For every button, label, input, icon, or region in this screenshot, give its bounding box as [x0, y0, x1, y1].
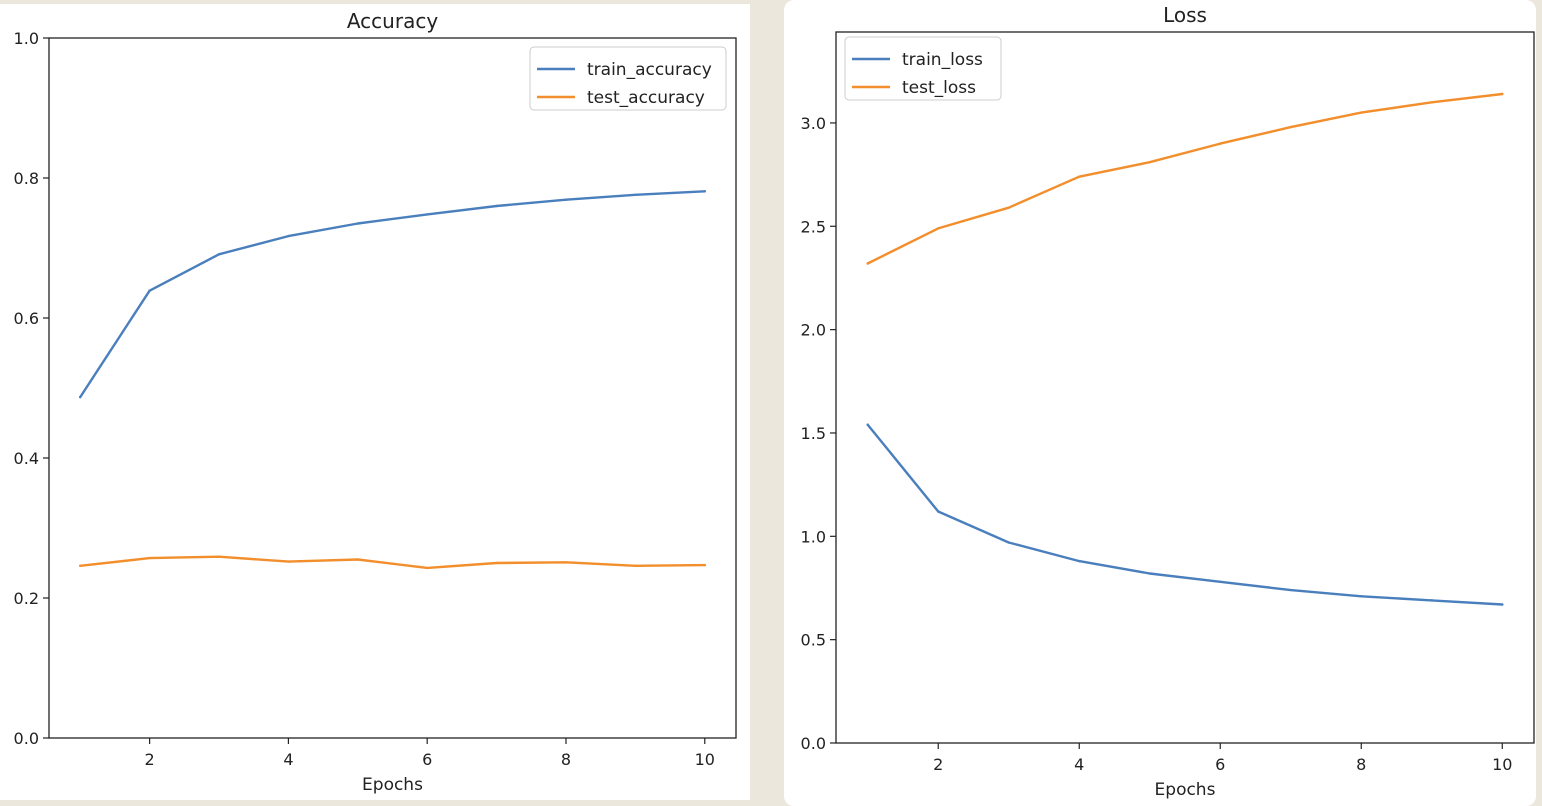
loss-data-point-train_loss [1360, 595, 1363, 598]
loss-data-point-train_loss [1430, 599, 1433, 602]
accuracy-ytick-label: 0.4 [14, 449, 39, 468]
loss-data-point-test_loss [1360, 111, 1363, 114]
accuracy-series-line-test_accuracy [78, 555, 706, 570]
accuracy-ytick-label: 0.0 [14, 729, 39, 748]
accuracy-chart-panel: Accuracy 0.0 0.2 0.4 0.6 0.8 1.0 2 4 6 8 10 Epochs tr… [0, 4, 750, 800]
accuracy-ytick-label: 0.8 [14, 169, 39, 188]
accuracy-data-point-train_accuracy [703, 190, 706, 193]
loss-xtick-label: 2 [933, 755, 943, 774]
accuracy-data-point-train_accuracy [287, 234, 290, 238]
loss-xtick-label: 6 [1215, 755, 1225, 774]
loss-data-point-train_loss [866, 423, 869, 426]
loss-ytick-label: 2.0 [801, 321, 826, 340]
loss-data-point-test_loss [1219, 142, 1222, 145]
accuracy-xtick-label: 10 [695, 750, 715, 769]
accuracy-data-point-test_accuracy [634, 564, 637, 567]
accuracy-xtick-label: 4 [283, 750, 293, 769]
accuracy-legend-box [529, 46, 727, 111]
accuracy-ytick-label: 0.2 [14, 589, 39, 608]
accuracy-data-point-train_accuracy [425, 213, 429, 216]
accuracy-legend-label-train_accuracy: train_accuracy [587, 60, 712, 80]
loss-data-point-test_loss [1078, 175, 1081, 178]
accuracy-data-point-test_accuracy [703, 563, 706, 567]
loss-data-point-test_loss [1289, 125, 1292, 129]
loss-data-point-train_loss [1148, 572, 1151, 575]
loss-data-point-test_loss [937, 227, 940, 230]
loss-data-point-test_loss [1007, 206, 1010, 209]
accuracy-data-point-test_accuracy [564, 561, 568, 564]
loss-data-point-test_loss [1501, 92, 1504, 96]
loss-data-point-train_loss [1501, 603, 1504, 606]
loss-ytick-label: 0.0 [801, 734, 826, 753]
loss-data-point-train_loss [1007, 541, 1010, 544]
loss-ytick-label: 0.5 [801, 631, 826, 650]
accuracy-data-point-test_accuracy [495, 561, 498, 565]
accuracy-data-point-train_accuracy [217, 253, 221, 256]
accuracy-data-point-train_accuracy [634, 193, 637, 196]
loss-xtick-label: 4 [1074, 755, 1084, 774]
loss-legend-label-train_loss: train_loss [902, 50, 983, 70]
accuracy-data-point-train_accuracy [495, 204, 498, 208]
loss-ytick-label: 3.0 [801, 114, 826, 133]
accuracy-data-point-test_accuracy [287, 560, 290, 563]
loss-legend-label-test_loss: test_loss [902, 78, 976, 98]
accuracy-legend: train_accuracy test_accuracy [529, 46, 727, 111]
loss-data-point-train_loss [937, 510, 940, 513]
loss-data-point-train_loss [1078, 559, 1081, 563]
loss-xtick-label: 8 [1356, 755, 1366, 774]
accuracy-legend-label-test_accuracy: test_accuracy [587, 88, 705, 108]
accuracy-data-point-test_accuracy [217, 555, 221, 558]
loss-chart: Loss 0.0 0.5 1.0 1.5 2.0 2.5 3.0 2 4 6 8 10 Epochs tra… [801, 3, 1535, 800]
loss-data-point-test_loss [1430, 101, 1433, 104]
loss-xtick-label: 10 [1492, 755, 1512, 774]
accuracy-ytick-label: 1.0 [14, 29, 39, 48]
accuracy-xtick-label: 6 [422, 750, 432, 769]
loss-data-point-train_loss [1219, 580, 1222, 583]
accuracy-chart: Accuracy 0.0 0.2 0.4 0.6 0.8 1.0 2 4 6 8 10 Epochs tr… [14, 9, 737, 795]
accuracy-data-point-train_accuracy [79, 395, 82, 399]
loss-chart-panel: Loss 0.0 0.5 1.0 1.5 2.0 2.5 3.0 2 4 6 8 10 Epochs tra… [784, 0, 1536, 806]
loss-ytick-label: 2.5 [801, 217, 826, 236]
accuracy-data-point-train_accuracy [564, 198, 568, 201]
accuracy-chart-title: Accuracy [347, 9, 438, 33]
loss-data-point-test_loss [866, 262, 869, 265]
loss-series-line-train_loss [866, 423, 1504, 606]
loss-xaxis-title: Epochs [1155, 780, 1216, 800]
loss-data-point-test_loss [1148, 161, 1151, 164]
loss-legend-box [844, 36, 1002, 101]
accuracy-data-point-test_accuracy [356, 558, 360, 561]
accuracy-xaxis-title: Epochs [362, 775, 423, 795]
loss-data-point-train_loss [1289, 588, 1292, 592]
loss-ytick-label: 1.5 [801, 424, 826, 443]
accuracy-series-line-train_accuracy [78, 190, 706, 399]
loss-ytick-label: 1.0 [801, 527, 826, 546]
accuracy-data-point-train_accuracy [148, 289, 151, 292]
accuracy-xtick-label: 8 [561, 750, 571, 769]
loss-chart-title: Loss [1163, 3, 1207, 27]
loss-axes-frame [835, 31, 1535, 744]
accuracy-data-point-test_accuracy [148, 556, 151, 560]
accuracy-xtick-label: 2 [145, 750, 155, 769]
loss-series-line-test_loss [866, 92, 1504, 265]
accuracy-axes-frame [48, 37, 737, 739]
accuracy-ytick-label: 0.6 [14, 309, 39, 328]
accuracy-data-point-test_accuracy [79, 564, 82, 567]
accuracy-data-point-train_accuracy [356, 222, 360, 225]
accuracy-data-point-test_accuracy [425, 566, 429, 570]
loss-legend: train_loss test_loss [844, 36, 1002, 101]
